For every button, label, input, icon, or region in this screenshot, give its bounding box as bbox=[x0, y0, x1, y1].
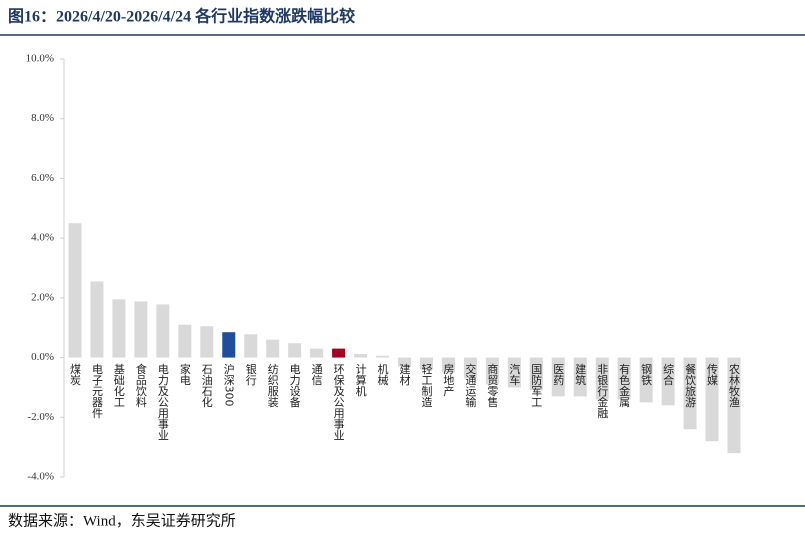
x-tick-label: 计算机 bbox=[354, 363, 367, 396]
x-tick-label: 建材 bbox=[398, 362, 411, 385]
x-tick-label: 房地产 bbox=[442, 363, 455, 397]
x-tick-label: 轻工制造 bbox=[420, 362, 433, 407]
x-tick-label: 基础化工 bbox=[112, 363, 125, 407]
x-tick-label: 商贸零售 bbox=[486, 362, 499, 408]
bar bbox=[376, 355, 390, 358]
bar bbox=[639, 357, 653, 403]
x-tick-label: 钢铁 bbox=[640, 363, 653, 385]
y-tick-label: 2.0% bbox=[31, 291, 54, 303]
x-tick-label: 煤炭 bbox=[68, 363, 81, 386]
bar bbox=[507, 357, 521, 388]
x-tick-label: 国防军工 bbox=[530, 363, 543, 407]
bar bbox=[244, 334, 258, 358]
bar bbox=[332, 348, 346, 358]
bar bbox=[705, 357, 719, 442]
x-tick-label: 电力及公用事业 bbox=[156, 363, 169, 440]
bar bbox=[310, 348, 324, 358]
bar bbox=[683, 357, 697, 430]
bar bbox=[595, 357, 609, 400]
bar bbox=[156, 304, 170, 358]
x-tick-label: 石油石化 bbox=[200, 364, 213, 409]
source-note: 数据来源：Wind，东吴证券研究所 bbox=[8, 512, 236, 529]
bar bbox=[398, 357, 411, 367]
x-tick-label: 传媒 bbox=[706, 363, 719, 386]
bar bbox=[529, 357, 543, 391]
y-tick-label: 8.0% bbox=[31, 112, 54, 124]
bar bbox=[727, 357, 741, 454]
x-tick-label: 医药 bbox=[552, 364, 565, 387]
x-tick-label: 交通运输 bbox=[464, 362, 477, 408]
x-tick-label: 食品饮料 bbox=[134, 362, 147, 408]
x-tick-label: 综合 bbox=[662, 362, 675, 385]
x-tick-label: 环保及公用事业 bbox=[332, 364, 345, 441]
chart-title: 图16：2026/4/20-2026/4/24 各行业指数涨跌幅比较 bbox=[8, 7, 355, 26]
bar bbox=[112, 299, 126, 358]
x-tick-label: 有色金属 bbox=[618, 362, 631, 408]
bar bbox=[419, 357, 433, 370]
x-tick-label: 农林牧渔 bbox=[728, 362, 741, 408]
bar bbox=[441, 357, 455, 373]
y-tick-label: -2.0% bbox=[27, 411, 54, 423]
y-tick-label: 6.0% bbox=[31, 172, 54, 184]
x-tick-label: 电子元器件 bbox=[90, 363, 103, 419]
x-tick-label: 家电 bbox=[178, 362, 191, 385]
bar bbox=[485, 357, 499, 385]
bar bbox=[222, 332, 236, 358]
bar bbox=[551, 357, 565, 397]
bar bbox=[134, 301, 148, 358]
bar bbox=[617, 357, 631, 400]
y-tick-label: 4.0% bbox=[31, 232, 54, 244]
bar bbox=[573, 357, 587, 397]
x-tick-label: 非银行金融 bbox=[596, 363, 609, 419]
x-tick-label: 纺织服装 bbox=[266, 362, 279, 408]
x-tick-label: 通信 bbox=[310, 363, 323, 386]
y-tick-label: 10.0% bbox=[26, 53, 54, 65]
x-tick-label: 建筑 bbox=[574, 362, 587, 385]
x-tick-label: 电力设备 bbox=[288, 363, 301, 408]
bar bbox=[178, 324, 192, 358]
bar bbox=[288, 343, 302, 358]
y-tick-label: -4.0% bbox=[27, 471, 54, 483]
x-tick-label: 汽车 bbox=[508, 362, 521, 386]
x-tick-label: 沪深300 bbox=[222, 362, 235, 406]
bar bbox=[266, 339, 280, 358]
bar bbox=[200, 326, 214, 358]
bar bbox=[68, 223, 82, 358]
bar bbox=[90, 281, 104, 358]
bar bbox=[463, 357, 477, 379]
bar bbox=[661, 357, 675, 406]
bar bbox=[354, 353, 368, 358]
x-tick-label: 银行 bbox=[244, 362, 257, 386]
y-tick-label: 0.0% bbox=[31, 351, 54, 363]
x-tick-label: 机械 bbox=[376, 362, 389, 386]
x-tick-label: 餐饮旅游 bbox=[684, 362, 697, 407]
